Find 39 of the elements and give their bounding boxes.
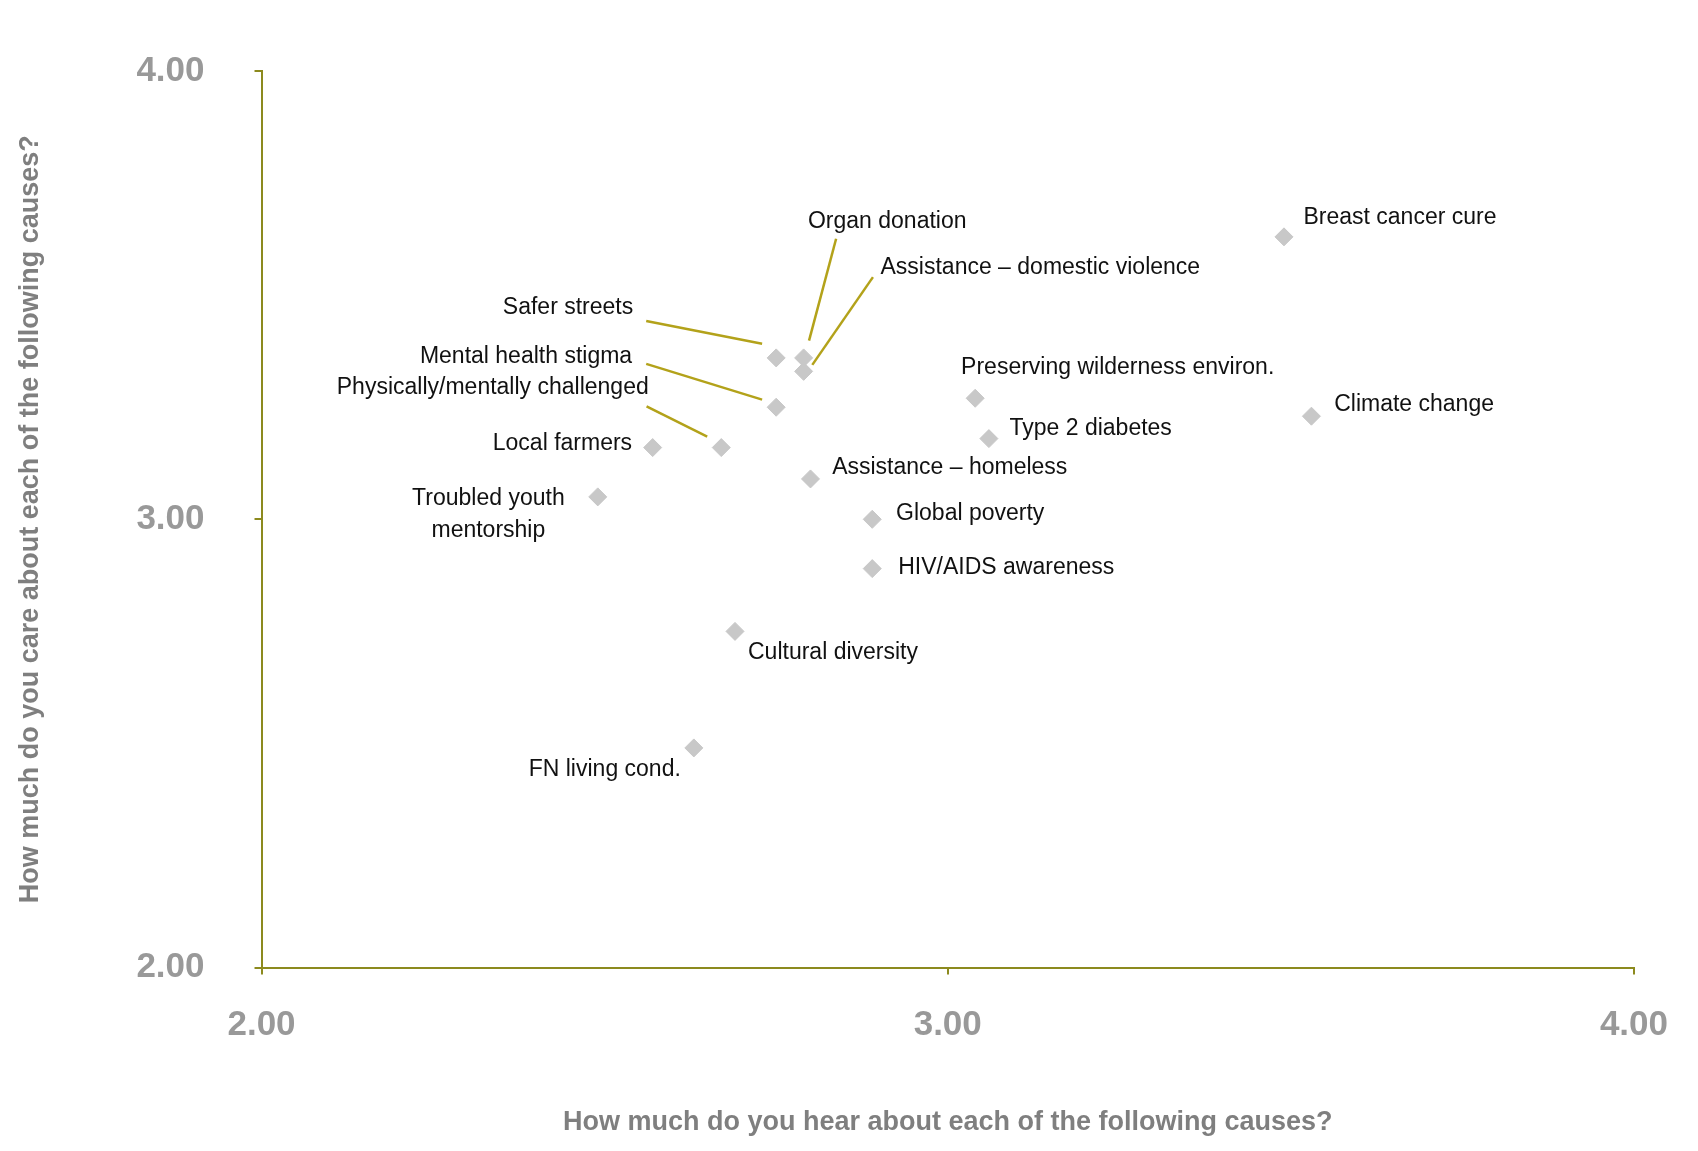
point [965, 388, 985, 408]
series-label: Assistance – homeless [832, 453, 1068, 480]
x-axis-title: How much do you hear about each of the following causes? [562, 1106, 1333, 1137]
series-label: FN living cond. [528, 754, 681, 781]
series-label: HIV/AIDS awareness [898, 552, 1115, 579]
text: Organ donation [807, 206, 967, 233]
point [725, 621, 745, 641]
y-tick-label: 2.00 [136, 945, 205, 985]
y-tick-label: 3.00 [136, 496, 205, 536]
series-label: Preserving wilderness environ. [961, 353, 1275, 380]
point [588, 487, 608, 507]
series-label: Breast cancer cure [1303, 202, 1497, 229]
y-tick-label: 4.00 [136, 48, 205, 88]
series-label: Global poverty [896, 499, 1045, 526]
point [979, 429, 999, 449]
text: Assistance – domestic violence [880, 252, 1201, 279]
x-tick-label: 4.00 [1599, 1003, 1668, 1043]
series-label: Type 2 diabetes [1009, 414, 1172, 441]
point [711, 438, 731, 458]
point [684, 738, 704, 758]
point [766, 397, 786, 417]
series-label: Cultural diversity [748, 638, 919, 665]
x-tick-label: 2.00 [227, 1003, 296, 1043]
point [643, 438, 663, 458]
point [1274, 227, 1294, 247]
point [800, 469, 820, 489]
point [766, 348, 786, 368]
point [794, 348, 814, 368]
x-tick-label: 3.00 [913, 1003, 982, 1043]
text: Physically/mentally challenged [336, 373, 649, 400]
point [1301, 406, 1321, 426]
point [862, 509, 882, 529]
text: Mental health stigma [419, 341, 633, 368]
series-label: Local farmers [492, 428, 633, 455]
point [862, 559, 882, 579]
series-label: Climate change [1334, 389, 1494, 416]
text: Safer streets [502, 293, 634, 320]
series-label: Troubled youth mentorship [412, 484, 565, 542]
y-axis-title: How much do you care about each of the following causes? [13, 135, 44, 904]
